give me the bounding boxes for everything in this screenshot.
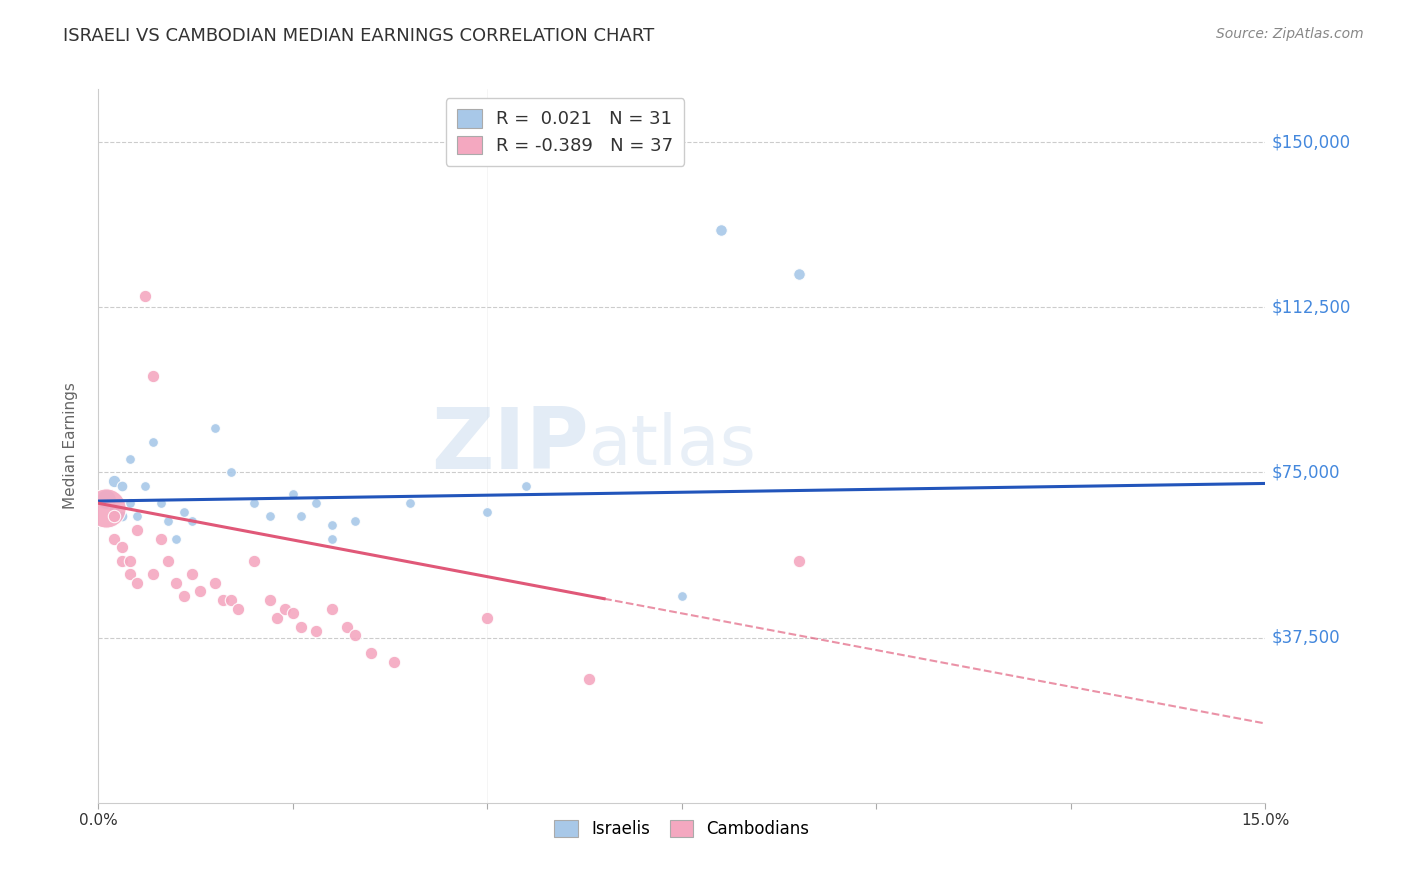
Point: [165, 532, 187, 546]
Text: $112,500: $112,500: [1271, 298, 1351, 317]
Point: [344, 628, 367, 642]
Point: [173, 505, 195, 519]
Point: [321, 532, 343, 546]
Point: [274, 602, 297, 616]
Point: [173, 589, 195, 603]
Point: [305, 496, 328, 510]
Point: [477, 611, 499, 625]
Point: [188, 584, 211, 599]
Text: atlas: atlas: [589, 412, 756, 480]
Point: [111, 541, 134, 555]
Point: [96, 500, 118, 515]
Point: [165, 575, 187, 590]
Point: [103, 509, 125, 524]
Point: [219, 466, 242, 480]
Point: [787, 267, 810, 281]
Point: [142, 566, 165, 581]
Point: [127, 523, 149, 537]
Point: [710, 223, 733, 237]
Point: [204, 421, 226, 435]
Point: [204, 575, 226, 590]
Text: $150,000: $150,000: [1271, 133, 1350, 151]
Point: [477, 505, 499, 519]
Point: [127, 509, 149, 524]
Point: [259, 593, 281, 607]
Point: [787, 553, 810, 567]
Point: [142, 434, 165, 449]
Point: [96, 491, 118, 506]
Text: ZIP: ZIP: [430, 404, 589, 488]
Point: [118, 496, 141, 510]
Point: [360, 646, 382, 660]
Legend: Israelis, Cambodians: Israelis, Cambodians: [548, 813, 815, 845]
Point: [111, 478, 134, 492]
Text: Source: ZipAtlas.com: Source: ZipAtlas.com: [1216, 27, 1364, 41]
Point: [336, 619, 359, 633]
Point: [111, 553, 134, 567]
Point: [118, 553, 141, 567]
Point: [134, 289, 156, 303]
Point: [290, 619, 312, 633]
Point: [281, 487, 304, 501]
Point: [103, 500, 125, 515]
Point: [243, 553, 266, 567]
Point: [228, 602, 250, 616]
Point: [259, 509, 281, 524]
Point: [118, 452, 141, 467]
Point: [398, 496, 420, 510]
Point: [111, 509, 134, 524]
Point: [212, 593, 235, 607]
Point: [134, 478, 156, 492]
Text: $75,000: $75,000: [1271, 464, 1340, 482]
Point: [266, 611, 288, 625]
Point: [344, 514, 367, 528]
Point: [157, 553, 180, 567]
Text: $37,500: $37,500: [1271, 629, 1340, 647]
Point: [578, 673, 600, 687]
Point: [149, 496, 172, 510]
Point: [290, 509, 312, 524]
Point: [281, 607, 304, 621]
Point: [157, 514, 180, 528]
Y-axis label: Median Earnings: Median Earnings: [63, 383, 77, 509]
Point: [142, 368, 165, 383]
Point: [180, 566, 202, 581]
Point: [515, 478, 537, 492]
Point: [180, 514, 202, 528]
Point: [321, 602, 343, 616]
Point: [305, 624, 328, 638]
Point: [127, 575, 149, 590]
Text: ISRAELI VS CAMBODIAN MEDIAN EARNINGS CORRELATION CHART: ISRAELI VS CAMBODIAN MEDIAN EARNINGS COR…: [63, 27, 655, 45]
Point: [118, 566, 141, 581]
Point: [382, 655, 405, 669]
Point: [321, 518, 343, 533]
Point: [219, 593, 242, 607]
Point: [671, 589, 693, 603]
Point: [149, 532, 172, 546]
Point: [243, 496, 266, 510]
Point: [103, 532, 125, 546]
Point: [103, 475, 125, 489]
